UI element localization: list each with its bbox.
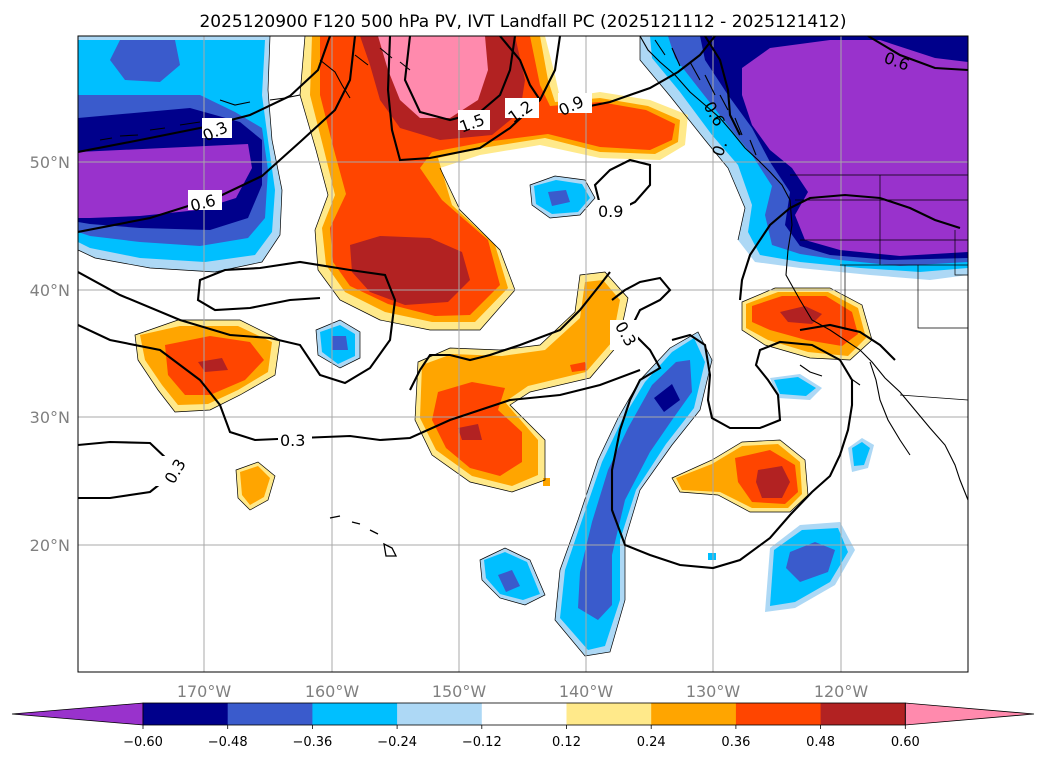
lon-tick-label: 170°W — [177, 682, 232, 701]
colorbar-segment — [651, 703, 737, 725]
lat-tick-label: 20°N — [30, 536, 70, 555]
map-panel: 0.3 0.3 0.3 0.6 0.6 0.9 0.9 1.2 1.5 0.3 … — [78, 36, 968, 672]
colorbar-tick-label: 0.12 — [552, 735, 581, 750]
negative-anomaly-northwest — [78, 36, 282, 272]
colorbar-segment — [312, 703, 398, 725]
positive-anomaly-central — [415, 272, 628, 492]
colorbar: −0.60 −0.48 −0.36 −0.24 −0.12 0.12 0.24 0.36 0.4… — [11, 702, 1035, 750]
colorbar-segment — [481, 703, 567, 725]
colorbar-segment — [143, 703, 229, 725]
lat-tick-label: 40°N — [30, 281, 70, 300]
colorbar-tick-label: 0.48 — [806, 735, 835, 750]
coastlines — [99, 36, 968, 557]
political-borders — [790, 174, 968, 401]
lon-tick-label: 120°W — [814, 682, 869, 701]
colorbar-tick-label: 0.60 — [891, 735, 920, 750]
map-title: 2025120900 F120 500 hPa PV, IVT Landfall… — [199, 12, 846, 32]
pc-contours — [78, 36, 968, 570]
colorbar-tick-label: −0.36 — [292, 735, 332, 750]
positive-anomaly-east — [672, 288, 872, 512]
colorbar-extend-low — [11, 702, 144, 726]
positive-anomaly-west — [135, 320, 280, 510]
colorbar-segment — [735, 703, 822, 725]
lon-tick-label: 130°W — [686, 682, 741, 701]
negative-anomaly-northeast — [640, 36, 968, 280]
colorbar-segment — [566, 703, 652, 725]
map-frame — [77, 35, 969, 673]
gridlines — [78, 36, 968, 672]
colorbar-segment — [397, 703, 483, 725]
contour-label: 0.9 — [598, 202, 623, 221]
negative-anomaly-streak — [555, 332, 712, 656]
colorbar-tick-label: −0.60 — [123, 735, 163, 750]
lon-tick-label: 150°W — [432, 682, 487, 701]
anomaly-outlines — [78, 36, 873, 657]
lat-tick-label: 50°N — [30, 153, 70, 172]
contour-label: 0. — [708, 138, 731, 159]
colorbar-segment — [820, 703, 906, 725]
colorbar-tick-label: −0.12 — [462, 735, 502, 750]
colorbar-tick-label: 0.24 — [637, 735, 666, 750]
colorbar-tick-label: 0.36 — [721, 735, 750, 750]
axis-labels: 170°W 160°W 150°W 140°W 130°W 120°W 50°N… — [30, 153, 869, 701]
contour-label: 0.3 — [280, 431, 305, 450]
colorbar-tick-label: −0.24 — [377, 735, 417, 750]
lon-tick-label: 160°W — [305, 682, 360, 701]
colorbar-tick-label: −0.48 — [208, 735, 248, 750]
lat-tick-label: 30°N — [30, 408, 70, 427]
contour-labels: 0.3 0.3 0.3 0.6 0.6 0.9 0.9 1.2 1.5 0.3 … — [150, 48, 912, 487]
colorbar-segment — [227, 703, 313, 725]
colorbar-extend-high — [904, 702, 1035, 726]
lon-tick-label: 140°W — [559, 682, 614, 701]
colorbar-outline — [142, 702, 906, 726]
